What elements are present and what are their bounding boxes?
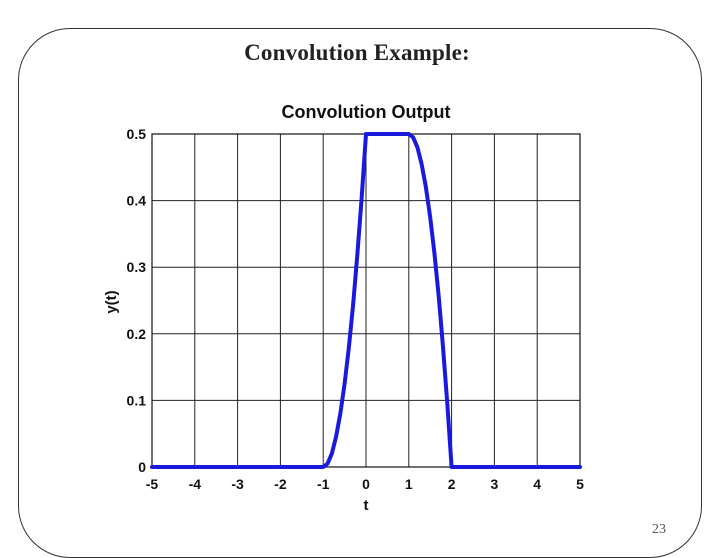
x-tick-label: 5 — [576, 476, 584, 492]
x-tick-label: -1 — [317, 476, 330, 492]
y-tick-label: 0 — [138, 459, 146, 475]
y-tick-label: 0.4 — [127, 193, 147, 209]
x-tick-label: -5 — [146, 476, 159, 492]
y-tick-label: 0.1 — [127, 392, 147, 408]
grid-lines — [151, 133, 581, 468]
x-tick-label: 2 — [448, 476, 456, 492]
y-axis-label: y(t) — [103, 290, 120, 313]
chart-title: Convolution Output — [282, 102, 451, 122]
series-layer — [150, 132, 582, 469]
y-tick-label: 0.5 — [127, 126, 147, 142]
x-tick-label: 1 — [405, 476, 413, 492]
x-tick-label: -3 — [231, 476, 244, 492]
slide-title: Convolution Example: — [244, 40, 470, 65]
x-tick-label: -4 — [189, 476, 202, 492]
y-tick-label: 0.2 — [127, 326, 147, 342]
tick-labels: -5 -4 -3 -2 -1 0 1 2 3 4 5 0 0.1 0.2 0.3 0.4 0.5 — [127, 126, 585, 492]
page-number: 23 — [652, 522, 666, 537]
x-axis-label: t — [364, 497, 369, 514]
x-tick-label: 3 — [491, 476, 499, 492]
y-tick-label: 0.3 — [127, 259, 147, 275]
x-tick-label: -2 — [274, 476, 287, 492]
x-tick-label: 4 — [533, 476, 541, 492]
x-tick-label: 0 — [362, 476, 370, 492]
series-line — [150, 132, 582, 469]
convolution-output-chart: Convolution Output -5 -4 -3 -2 -1 0 1 2 3 4 5 0 0.1 0… — [103, 102, 585, 514]
